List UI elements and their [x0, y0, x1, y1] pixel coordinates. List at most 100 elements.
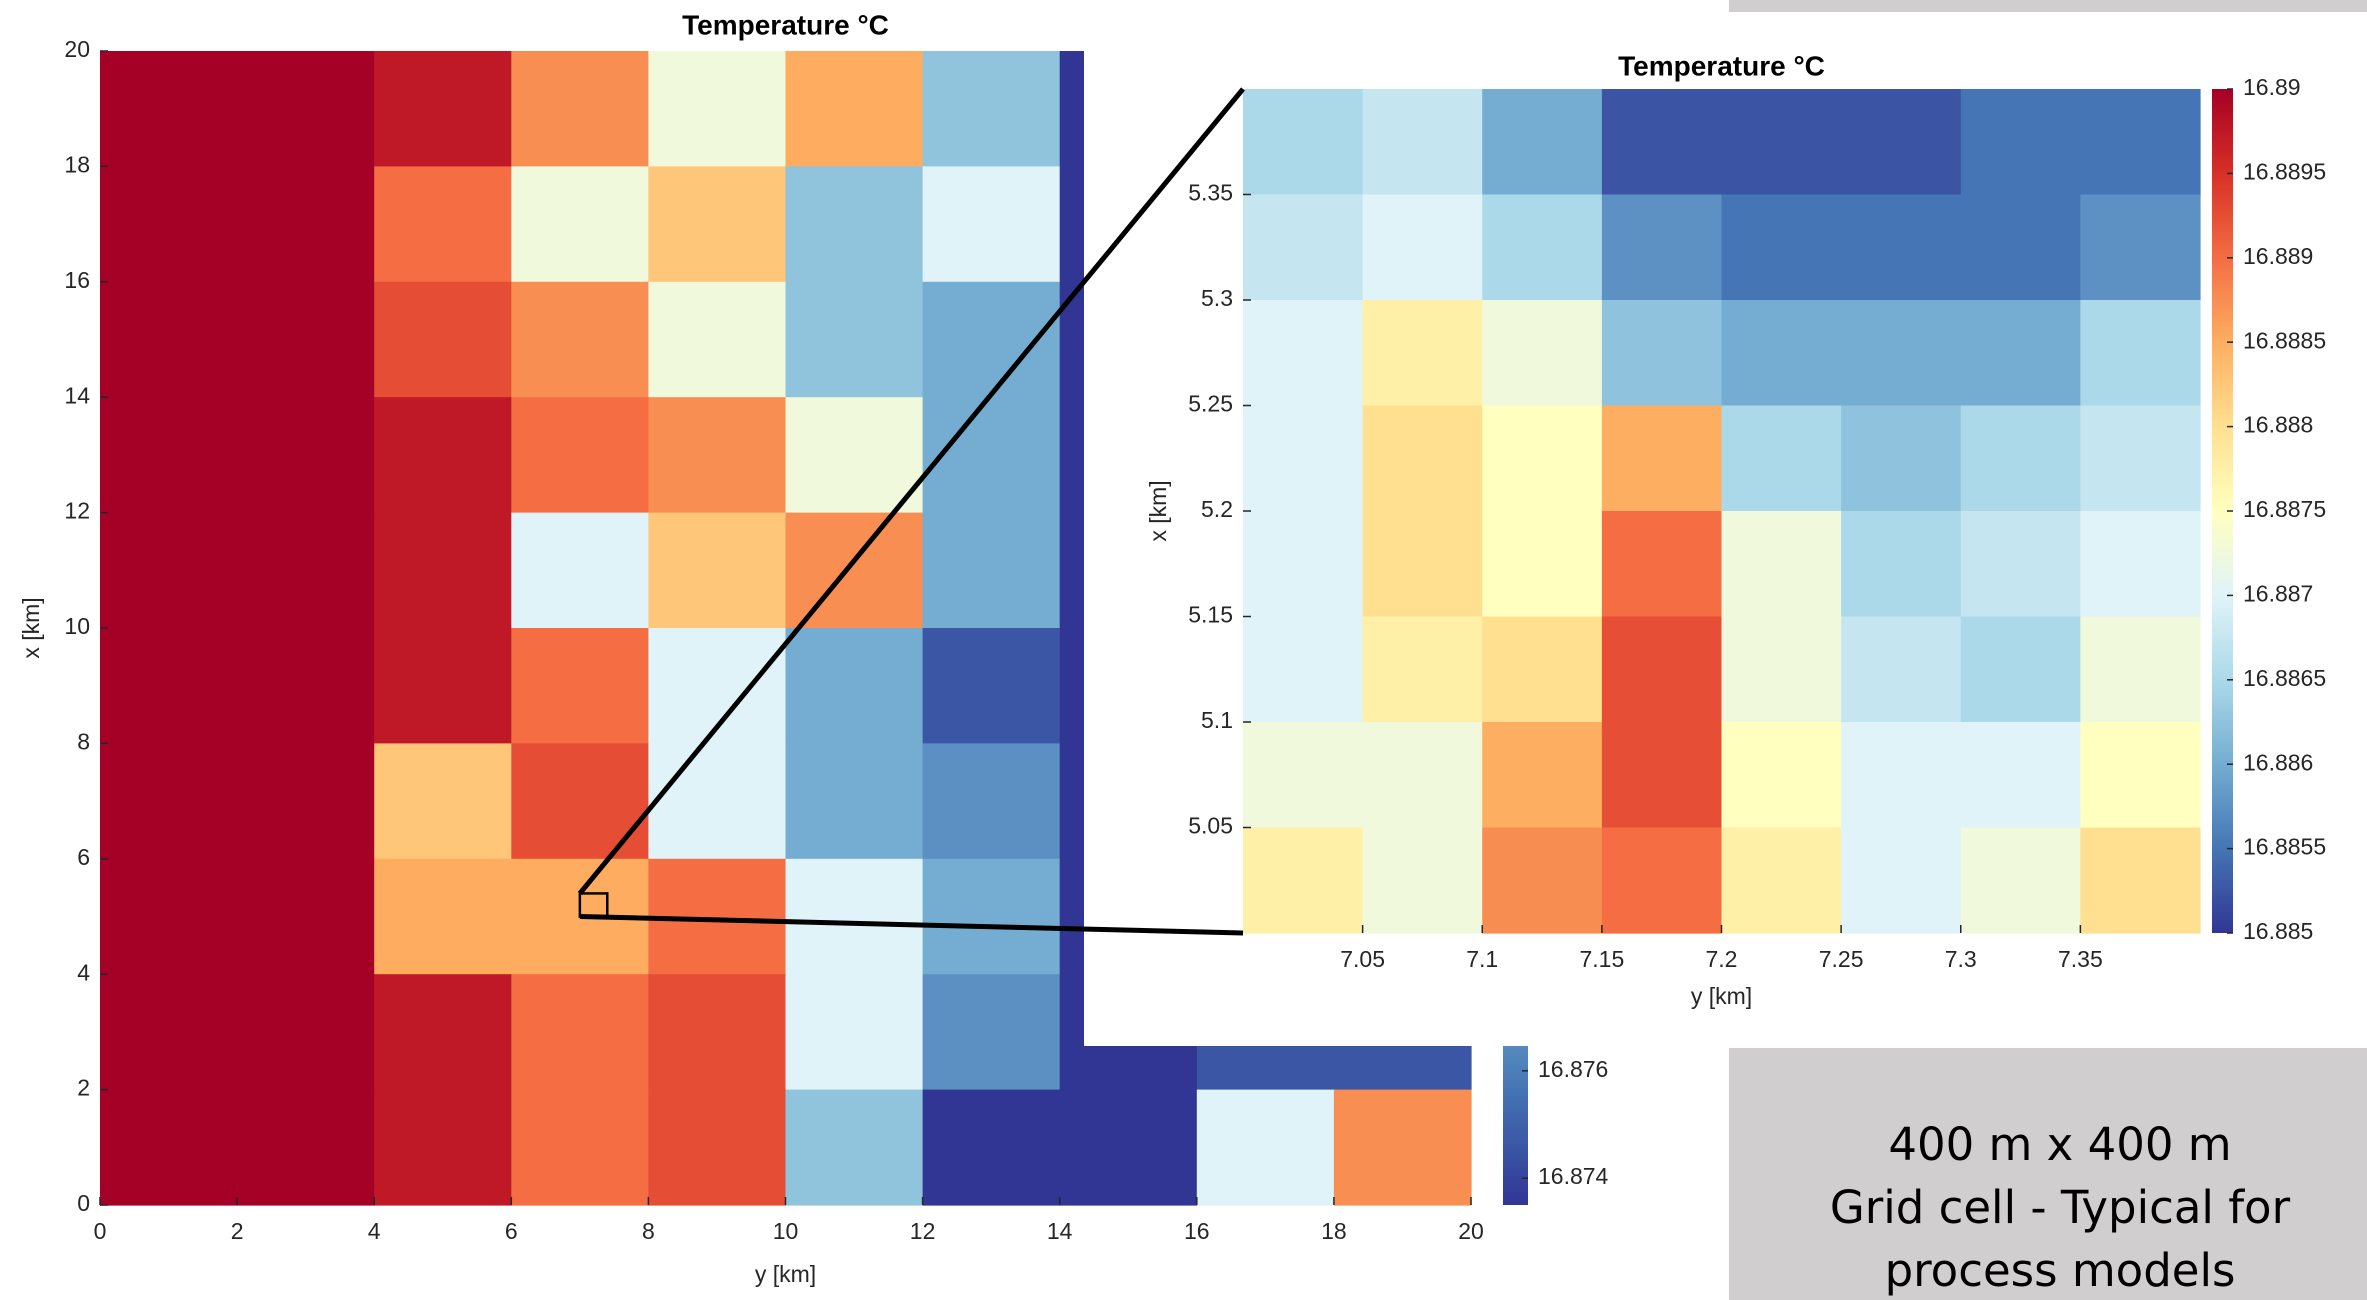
y-tick-label: 14 [64, 382, 90, 408]
x-tick-label: 16 [1184, 1218, 1210, 1244]
chart-title: Temperature °C [682, 9, 889, 40]
heat-cell [1960, 405, 2081, 512]
heat-cell [648, 166, 787, 283]
heat-cell [1960, 300, 2081, 407]
x-tick-label: 7.2 [1706, 946, 1738, 972]
heat-cell [648, 974, 787, 1091]
heat-cell [2080, 405, 2201, 512]
heat-cell [2080, 827, 2201, 934]
heat-cell [237, 166, 375, 283]
heat-cell [1841, 722, 1962, 829]
heat-cell [1960, 722, 2081, 829]
colorbar-tick-label: 16.886 [2243, 749, 2313, 775]
heat-cell [237, 974, 375, 1091]
x-tick-label: 7.3 [1945, 946, 1977, 972]
heat-cell [237, 743, 375, 860]
heat-cell [785, 628, 924, 744]
zoom-line [579, 914, 1244, 936]
heat-cell [511, 166, 649, 283]
heat-cell [1601, 827, 1723, 934]
zoom-lines [577, 87, 1245, 936]
y-tick-label: 5.3 [1201, 285, 1233, 311]
heat-cell [785, 858, 924, 975]
heat-cell [1601, 194, 1723, 301]
heat-cell [374, 397, 512, 514]
heat-cell [2080, 722, 2201, 829]
heat-cell [1362, 827, 1483, 934]
x-tick-label: 10 [773, 1218, 799, 1244]
heat-cell [1243, 405, 1364, 512]
x-tick-label: 7.1 [1466, 946, 1498, 972]
heat-cell [1362, 511, 1483, 618]
heat-cell [1841, 827, 1962, 934]
heat-cell [1482, 300, 1603, 407]
heat-cell [1362, 616, 1483, 723]
y-tick-label: 18 [64, 151, 90, 177]
heat-cell [1601, 89, 1723, 196]
zoom-line [577, 87, 1245, 896]
y-tick-label: 5.1 [1201, 707, 1233, 733]
heat-cell [1721, 511, 1842, 618]
y-tick-label: 5.05 [1188, 813, 1233, 839]
heat-cell [785, 743, 924, 860]
heat-cell [237, 51, 375, 167]
heat-cell [922, 974, 1061, 1091]
heat-cell [237, 858, 375, 975]
colorbar-tick-label: 16.888 [2243, 412, 2313, 438]
heat-cell [2080, 616, 2201, 723]
x-tick-label: 7.25 [1819, 946, 1864, 972]
heat-cell [511, 51, 649, 167]
x-tick-label: 7.05 [1340, 946, 1385, 972]
heat-cell [1243, 722, 1364, 829]
heat-cell [100, 397, 238, 514]
heat-cell [1362, 194, 1483, 301]
heat-cell [1601, 405, 1723, 512]
heat-cell [2080, 194, 2201, 301]
heat-cell [1482, 722, 1603, 829]
heat-cell [1243, 89, 1364, 196]
heat-cell [511, 628, 649, 744]
heat-cell [100, 512, 238, 629]
x-axis-label: y [km] [755, 1261, 816, 1287]
heat-cell [100, 628, 238, 744]
y-tick-label: 5.35 [1188, 180, 1233, 206]
heat-cell [1841, 194, 1962, 301]
caption-line: process models [1885, 1244, 2236, 1297]
heat-cell [100, 281, 238, 398]
heat-cell [100, 166, 238, 283]
heat-cell [237, 397, 375, 514]
heat-cell [1243, 827, 1364, 934]
heat-cell [922, 858, 1061, 975]
x-tick-label: 2 [231, 1218, 244, 1244]
heat-cell [922, 628, 1061, 744]
heat-cell [1059, 1089, 1198, 1206]
heat-cell [1601, 616, 1723, 723]
caption-box [1729, 1048, 2367, 1300]
x-tick-label: 6 [505, 1218, 518, 1244]
heat-cell [1721, 616, 1842, 723]
heat-cell [1482, 511, 1603, 618]
heat-cell [511, 281, 649, 398]
heat-cell [922, 281, 1061, 398]
heat-cell [2080, 511, 2201, 618]
heat-cell [1243, 300, 1364, 407]
heat-cell [1841, 89, 1962, 196]
colorbar-tick-label: 16.874 [1538, 1163, 1609, 1189]
heat-cell [374, 51, 512, 167]
heat-cell [1721, 194, 1842, 301]
heat-cell [648, 281, 787, 398]
caption-line: Grid cell - Typical for [1830, 1181, 2291, 1234]
heat-cell [237, 1089, 375, 1206]
heat-cell [374, 974, 512, 1091]
x-tick-label: 14 [1047, 1218, 1073, 1244]
heat-cell [237, 281, 375, 398]
heat-cell [100, 51, 238, 167]
chart-title: Temperature °C [1618, 50, 1825, 81]
heat-cell [1362, 300, 1483, 407]
heat-cell [1362, 89, 1483, 196]
heat-cell [785, 166, 924, 283]
heat-cell [1721, 300, 1842, 407]
heat-cell [922, 397, 1061, 514]
heat-cell [1960, 89, 2081, 196]
heat-cell [1482, 616, 1603, 723]
